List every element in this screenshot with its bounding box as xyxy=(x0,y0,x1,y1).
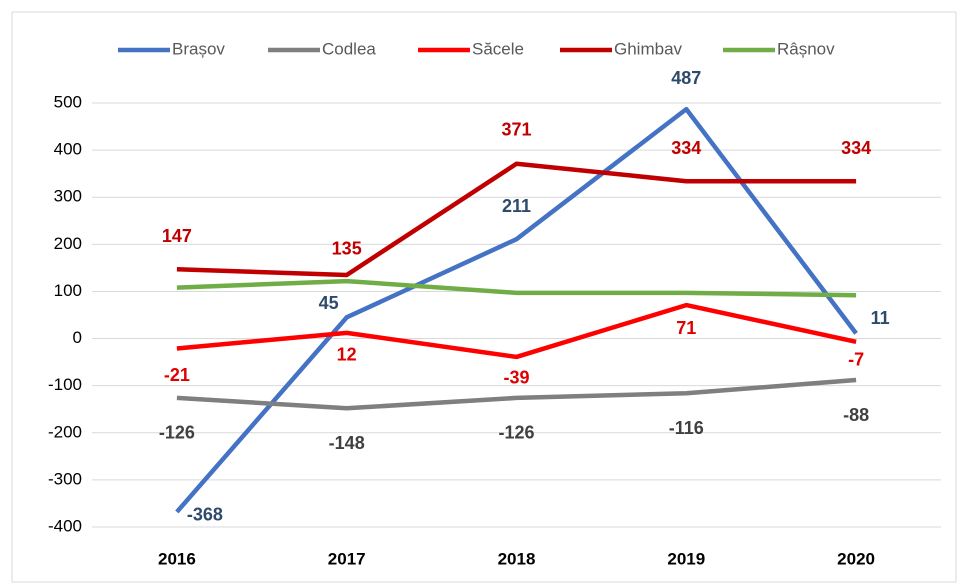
data-label: -88 xyxy=(843,405,869,425)
y-tick-label: 400 xyxy=(54,140,82,159)
y-tick-label: -300 xyxy=(48,469,82,488)
data-label: 487 xyxy=(671,68,701,88)
y-tick-label: -100 xyxy=(48,375,82,394)
x-tick-label: 2019 xyxy=(667,549,705,568)
data-label: -116 xyxy=(669,418,704,438)
legend-label: Brașov xyxy=(172,39,225,58)
y-tick-label: 200 xyxy=(54,234,82,253)
legend-label: Codlea xyxy=(322,39,376,58)
y-tick-label: -200 xyxy=(48,422,82,441)
data-label: 71 xyxy=(676,318,696,338)
legend-label: Săcele xyxy=(472,39,524,58)
series-line xyxy=(176,377,857,411)
data-label: -7 xyxy=(848,350,864,370)
legend-label: Ghimbav xyxy=(614,39,683,58)
data-label: 334 xyxy=(671,138,701,158)
x-tick-label: 2017 xyxy=(328,549,366,568)
data-label: -126 xyxy=(159,423,195,443)
series-line xyxy=(176,278,857,298)
y-tick-label: 500 xyxy=(54,92,82,111)
series-line xyxy=(175,106,858,514)
data-label: 11 xyxy=(871,308,890,328)
chart-frame xyxy=(11,11,957,583)
legend-label: Râșnov xyxy=(777,39,835,58)
y-tick-label: 100 xyxy=(54,281,82,300)
y-tick-label: 0 xyxy=(73,328,82,347)
y-tick-label: 300 xyxy=(54,187,82,206)
data-label: 12 xyxy=(337,345,357,365)
x-tick-label: 2016 xyxy=(158,549,196,568)
y-tick-label: -400 xyxy=(48,516,82,535)
x-tick-label: 2018 xyxy=(498,549,536,568)
data-label: 334 xyxy=(841,138,871,158)
data-label: 147 xyxy=(162,226,192,246)
series-line xyxy=(176,161,857,278)
data-label: 211 xyxy=(502,196,531,216)
data-label: -126 xyxy=(498,423,534,443)
data-label: -148 xyxy=(329,433,365,453)
series-line xyxy=(176,302,857,360)
data-label: -368 xyxy=(187,505,223,525)
data-label: -39 xyxy=(503,368,529,388)
x-tick-label: 2020 xyxy=(837,549,875,568)
data-label: -21 xyxy=(164,365,190,385)
data-label: 371 xyxy=(501,120,531,140)
data-label: 45 xyxy=(319,293,339,313)
data-label: 135 xyxy=(332,239,362,259)
